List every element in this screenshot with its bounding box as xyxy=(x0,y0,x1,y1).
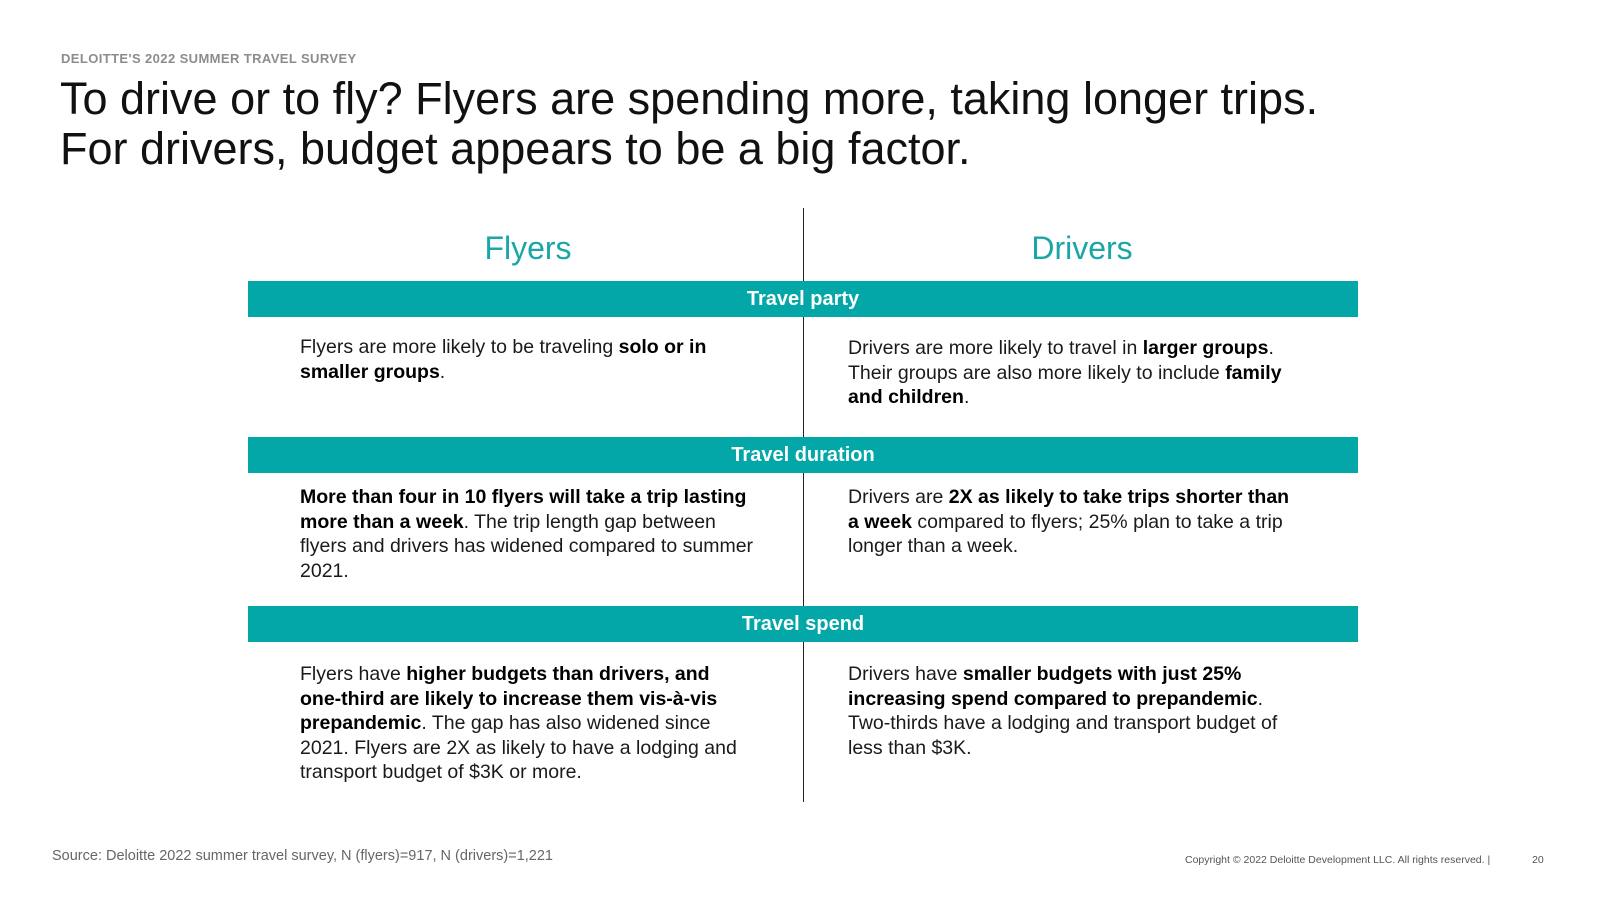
body-text: Flyers are more likely to be traveling xyxy=(300,336,619,358)
drivers-travel-party-text: Drivers are more likely to travel in lar… xyxy=(848,336,1303,410)
emphasis-text: higher budgets than drivers, and one-thi… xyxy=(300,663,718,734)
body-text: . Two-thirds have a lodging and transpor… xyxy=(848,687,1278,759)
page-title-line-1: To drive or to fly? Flyers are spending … xyxy=(60,73,1319,124)
column-heading-drivers: Drivers xyxy=(1031,230,1133,266)
emphasis-text: family and children xyxy=(848,361,1282,409)
survey-kicker: DELOITTE'S 2022 SUMMER TRAVEL SURVEY xyxy=(61,51,357,66)
emphasis-text: 2X as likely to take trips shorter than … xyxy=(848,486,1290,533)
emphasis-text: larger groups xyxy=(1142,337,1269,359)
emphasis-text: More than four in 10 flyers will take a … xyxy=(300,486,747,533)
flyers-travel-duration-text: More than four in 10 flyers will take a … xyxy=(300,485,755,583)
body-text: . xyxy=(963,386,970,408)
body-text: compared to flyers; 25% plan to take a t… xyxy=(848,510,1283,558)
emphasis-text: solo or in smaller groups xyxy=(300,336,707,383)
body-text: Drivers have xyxy=(848,663,963,685)
body-text: . The trip length gap between flyers and… xyxy=(300,510,754,582)
body-text: . xyxy=(439,360,446,383)
page-title: To drive or to fly? Flyers are spending … xyxy=(60,74,1500,174)
body-text: . Their groups are also more likely to i… xyxy=(848,337,1274,384)
drivers-travel-duration-text: Drivers are 2X as likely to take trips s… xyxy=(848,485,1303,559)
flyers-travel-spend-text: Flyers have higher budgets than drivers,… xyxy=(300,662,755,785)
flyers-travel-party-text: Flyers are more likely to be traveling s… xyxy=(300,335,755,384)
body-text: Drivers are more likely to travel in xyxy=(848,337,1143,359)
page-number: 20 xyxy=(1532,854,1544,866)
body-text: . The gap has also widened since 2021. F… xyxy=(300,712,737,783)
source-note: Source: Deloitte 2022 summer travel surv… xyxy=(52,848,553,864)
body-text: Drivers are xyxy=(848,486,949,508)
column-heading-flyers: Flyers xyxy=(484,230,572,266)
emphasis-text: smaller budgets with just 25% increasing… xyxy=(848,663,1258,710)
band-travel-duration: Travel duration xyxy=(248,437,1358,473)
page-title-line-2: For drivers, budget appears to be a big … xyxy=(60,123,971,174)
body-text: Flyers have xyxy=(300,663,407,685)
drivers-travel-spend-text: Drivers have smaller budgets with just 2… xyxy=(848,662,1303,760)
band-travel-party: Travel party xyxy=(248,281,1358,317)
band-travel-spend: Travel spend xyxy=(248,606,1358,642)
column-divider xyxy=(803,208,804,802)
copyright-notice: Copyright © 2022 Deloitte Development LL… xyxy=(1185,854,1491,866)
